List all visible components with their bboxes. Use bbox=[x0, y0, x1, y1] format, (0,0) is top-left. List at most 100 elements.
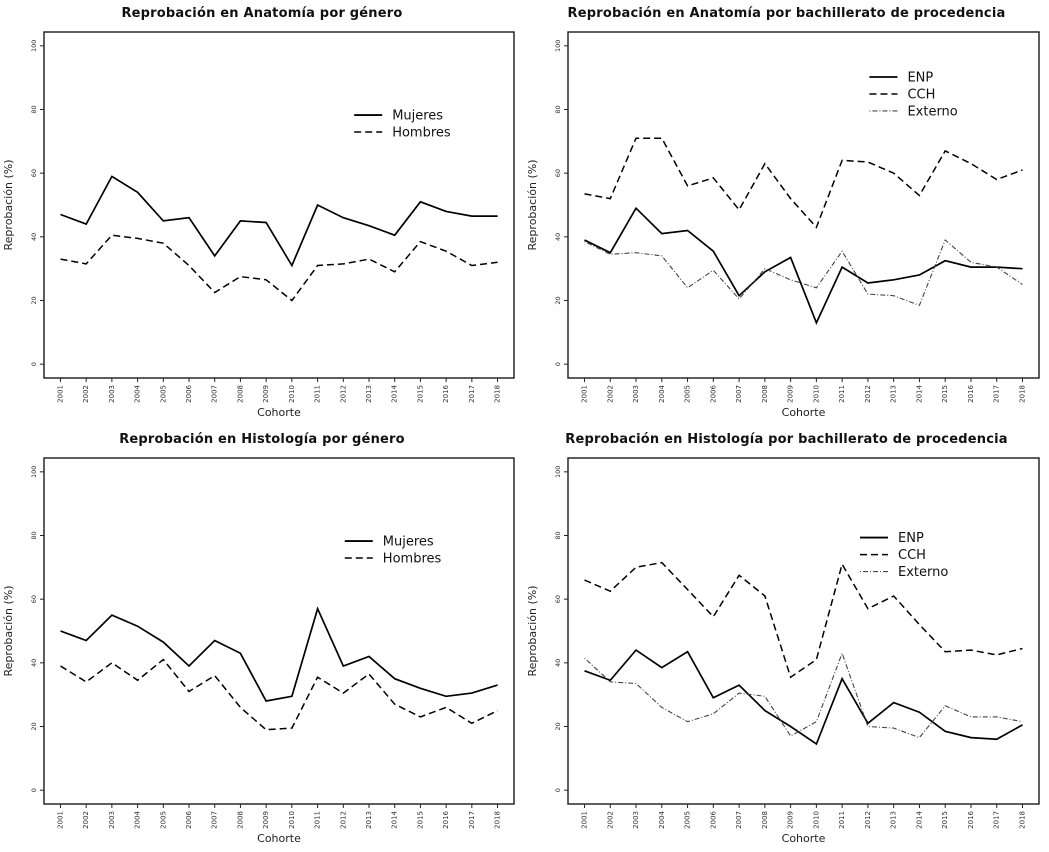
x-tick-label: 2017 bbox=[993, 811, 1001, 829]
x-tick-label: 2003 bbox=[108, 385, 116, 403]
series-line-mujeres bbox=[60, 175, 498, 268]
x-tick-label: 2006 bbox=[709, 810, 717, 828]
x-axis-title: Cohorte bbox=[782, 832, 826, 845]
x-tick-label: 2016 bbox=[967, 384, 975, 402]
x-tick-label: 2005 bbox=[159, 385, 167, 403]
x-tick-label: 2015 bbox=[416, 385, 424, 403]
x-tick-label: 2014 bbox=[391, 384, 399, 402]
x-tick-label: 2011 bbox=[838, 811, 846, 829]
y-axis-title: Reprobación (%) bbox=[2, 160, 15, 251]
chart-panel-histologia-genero: Reprobación en Histología por género 0 20… bbox=[0, 426, 524, 852]
legend-label: Externo bbox=[907, 104, 957, 119]
x-tick-label: 2018 bbox=[1019, 385, 1027, 403]
y-tick-label: 0 bbox=[30, 362, 38, 366]
x-tick-label: 2006 bbox=[709, 384, 717, 402]
series-line-hombres bbox=[60, 658, 498, 731]
x-tick-label: 2018 bbox=[494, 385, 502, 403]
y-tick-label: 0 bbox=[554, 788, 562, 792]
chart-title: Reprobación en Anatomía por género bbox=[121, 6, 403, 21]
x-tick-label: 2010 bbox=[288, 385, 296, 403]
x-tick-label: 2002 bbox=[606, 385, 614, 403]
x-tick-label: 2013 bbox=[365, 811, 373, 829]
y-tick-label: 0 bbox=[554, 362, 562, 366]
x-axis-title: Cohorte bbox=[257, 406, 301, 419]
x-tick-label: 2009 bbox=[262, 811, 270, 829]
x-tick-label: 2002 bbox=[82, 811, 90, 829]
x-tick-label: 2002 bbox=[82, 385, 90, 403]
y-tick-label: 20 bbox=[30, 296, 38, 304]
legend-label: Mujeres bbox=[383, 535, 434, 550]
y-tick-label: 0 bbox=[30, 788, 38, 792]
x-tick-label: 2016 bbox=[442, 810, 450, 828]
legend-label: Mujeres bbox=[392, 109, 443, 124]
series-line-hombres bbox=[60, 234, 498, 302]
series-line-cch bbox=[584, 561, 1023, 679]
series-line-cch bbox=[584, 137, 1023, 229]
x-tick-label: 2003 bbox=[108, 811, 116, 829]
chart-panel-anatomia-genero: Reprobación en Anatomía por género 0 20 40… bbox=[0, 0, 524, 426]
series-line-externo bbox=[584, 239, 1023, 307]
y-tick-label: 60 bbox=[30, 169, 38, 177]
x-tick-label: 2012 bbox=[864, 811, 872, 829]
x-tick-label: 2001 bbox=[56, 385, 64, 403]
x-tick-label: 2001 bbox=[580, 385, 588, 403]
plot-box bbox=[567, 31, 1040, 379]
x-tick-label: 2005 bbox=[684, 811, 692, 829]
y-axis-title: Reprobación (%) bbox=[526, 586, 539, 677]
x-tick-label: 2008 bbox=[761, 385, 769, 403]
legend-label: CCH bbox=[898, 548, 926, 563]
x-tick-label: 2009 bbox=[787, 385, 795, 403]
x-tick-label: 2012 bbox=[339, 385, 347, 403]
y-tick-label: 40 bbox=[554, 659, 562, 667]
x-tick-label: 2001 bbox=[56, 811, 64, 829]
y-tick-label: 20 bbox=[554, 296, 562, 304]
legend-label: ENP bbox=[898, 531, 924, 546]
x-tick-label: 2004 bbox=[658, 810, 666, 828]
x-tick-label: 2004 bbox=[134, 384, 142, 402]
series-line-mujeres bbox=[60, 606, 498, 702]
x-tick-label: 2013 bbox=[890, 385, 898, 403]
legend-label: Externo bbox=[898, 565, 948, 580]
x-tick-label: 2015 bbox=[941, 811, 949, 829]
legend-label: CCH bbox=[907, 87, 935, 102]
x-tick-label: 2005 bbox=[684, 385, 692, 403]
x-tick-label: 2013 bbox=[890, 811, 898, 829]
x-tick-label: 2011 bbox=[838, 385, 846, 403]
x-tick-label: 2014 bbox=[915, 384, 923, 402]
x-tick-label: 2017 bbox=[468, 385, 476, 403]
series-line-enp bbox=[584, 648, 1023, 746]
x-tick-label: 2015 bbox=[941, 385, 949, 403]
x-tick-label: 2010 bbox=[288, 811, 296, 829]
x-tick-label: 2009 bbox=[262, 385, 270, 403]
y-tick-label: 100 bbox=[30, 466, 38, 478]
x-tick-label: 2016 bbox=[967, 810, 975, 828]
y-tick-label: 80 bbox=[554, 105, 562, 113]
legend-label: Hombres bbox=[383, 552, 442, 567]
x-tick-label: 2003 bbox=[632, 385, 640, 403]
y-tick-label: 60 bbox=[30, 595, 38, 603]
y-axis-title: Reprobación (%) bbox=[526, 160, 539, 251]
y-tick-label: 20 bbox=[554, 722, 562, 730]
x-tick-label: 2011 bbox=[314, 811, 322, 829]
y-tick-label: 100 bbox=[554, 466, 562, 478]
x-tick-label: 2010 bbox=[812, 385, 820, 403]
x-tick-label: 2013 bbox=[365, 385, 373, 403]
x-tick-label: 2004 bbox=[658, 384, 666, 402]
x-tick-label: 2012 bbox=[339, 811, 347, 829]
plot-area: 0 20 40 60 80 100 2001 2002 2003 2004 2005 2006 2007… bbox=[526, 457, 1040, 845]
legend-label: ENP bbox=[907, 70, 933, 85]
x-axis-title: Cohorte bbox=[257, 832, 301, 845]
x-tick-label: 2014 bbox=[391, 810, 399, 828]
x-tick-label: 2007 bbox=[211, 385, 219, 403]
x-tick-label: 2001 bbox=[580, 811, 588, 829]
x-tick-label: 2008 bbox=[761, 811, 769, 829]
chart-title: Reprobación en Anatomía por bachillerato… bbox=[567, 6, 1006, 21]
y-tick-label: 40 bbox=[30, 659, 38, 667]
chart-panel-anatomia-bachillerato: Reprobación en Anatomía por bachillerato… bbox=[524, 0, 1049, 426]
x-tick-label: 2003 bbox=[632, 811, 640, 829]
x-tick-label: 2017 bbox=[468, 811, 476, 829]
x-tick-label: 2002 bbox=[606, 811, 614, 829]
x-tick-label: 2012 bbox=[864, 385, 872, 403]
x-tick-label: 2017 bbox=[993, 385, 1001, 403]
x-tick-label: 2007 bbox=[735, 385, 743, 403]
